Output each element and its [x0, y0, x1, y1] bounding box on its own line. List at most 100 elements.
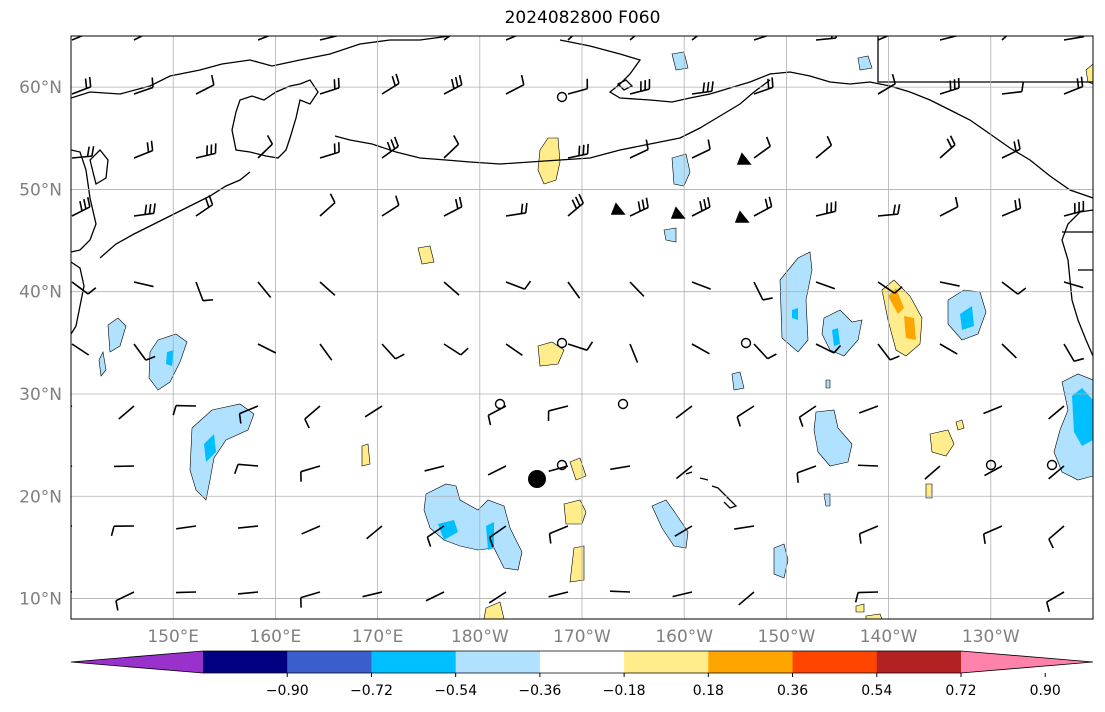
wind-barb: [629, 139, 649, 159]
wind-barb: [71, 76, 92, 95]
coastline-japan: [71, 261, 85, 335]
contour-region: [813, 409, 853, 467]
wind-barb: [939, 135, 956, 159]
lat-label: 40°N: [19, 283, 62, 303]
contour-region: [792, 308, 798, 320]
wind-barb: [71, 525, 73, 527]
coastline-hawaii: [685, 471, 738, 509]
colorbar: −0.90 −0.72 −0.54 −0.36 −0.18 0.18 0.36 0.54 0.7…: [70, 650, 1094, 699]
wind-barb: [488, 525, 507, 548]
map-title: 2024082800 F060: [504, 8, 661, 28]
wind-barb: [877, 343, 900, 361]
contour-region: [107, 317, 127, 353]
wind-barb: [672, 591, 693, 598]
wind-barb: [175, 591, 197, 594]
calm-circle: [1046, 459, 1058, 471]
wind-barb: [629, 343, 639, 363]
wind-barb: [675, 465, 693, 480]
lon-label: 170°W: [553, 627, 611, 647]
contour-region: [955, 419, 965, 431]
gridlines: [71, 36, 1093, 619]
coastline-island: [616, 79, 634, 91]
coastline-asia: [71, 36, 451, 99]
wind-barb: [983, 405, 1003, 415]
wind-barb: [939, 343, 958, 355]
contour-region: [888, 288, 904, 314]
wind-barb: [1063, 36, 1085, 41]
contour-region: [569, 545, 585, 583]
colorbar-label: −0.36: [518, 683, 561, 699]
wind-barb: [443, 196, 463, 217]
calm-circle: [617, 398, 629, 410]
wind-barb: [381, 195, 400, 217]
wind-barb: [71, 281, 97, 295]
contour-region: [563, 499, 587, 525]
lon-label: 150°W: [758, 627, 816, 647]
colorbar-segment: [876, 651, 962, 673]
wind-barb: [319, 281, 336, 296]
lon-label: 130°W: [962, 627, 1020, 647]
contour-region: [855, 603, 865, 613]
contour-region: [832, 328, 840, 346]
coastlines: [71, 36, 1093, 509]
wind-barb: [1001, 36, 1008, 41]
calm-circle: [556, 91, 568, 103]
wind-barb: [854, 591, 879, 603]
contour-region: [823, 493, 831, 507]
wind-barb-flag: [736, 152, 752, 165]
wind-barb: [319, 343, 333, 361]
contour-region: [1085, 63, 1093, 85]
wind-barb: [567, 193, 585, 217]
wind-barb: [71, 465, 73, 468]
wind-barb: [939, 196, 959, 217]
wind-barb: [629, 79, 651, 95]
wind-barb: [629, 197, 649, 217]
wind-barb: [1001, 281, 1027, 295]
storm-marker: [528, 470, 546, 488]
wind-barb: [505, 202, 528, 217]
wind-barb: [71, 343, 90, 356]
lat-label: 10°N: [19, 590, 62, 610]
wind-barb: [753, 196, 773, 217]
colorbar-outline: [70, 650, 1094, 674]
contour-region: [417, 245, 435, 265]
wind-barb: [753, 136, 771, 159]
contour-region: [423, 483, 523, 571]
wind-barb: [691, 343, 710, 355]
contour-region: [731, 371, 745, 391]
wind-barb: [505, 343, 523, 357]
contour-region: [361, 443, 371, 467]
colorbar-segment: [792, 651, 878, 673]
wind-barb: [443, 135, 460, 159]
wind-barb: [984, 465, 1003, 477]
wind-barb: [567, 78, 589, 95]
coastline-aleutians: [334, 79, 771, 165]
colorbar-label: −0.90: [266, 683, 309, 699]
colorbar-segment: [203, 651, 288, 673]
contour-region: [857, 55, 873, 71]
wind-barb: [567, 36, 574, 41]
wind-barb: [176, 525, 197, 530]
wind-barb: [257, 343, 277, 354]
wind-barb: [443, 74, 463, 95]
wind-barb: [548, 591, 569, 598]
wind-barb: [233, 463, 259, 475]
plot-frame: [70, 35, 1094, 620]
wind-barb: [547, 405, 569, 421]
colorbar-label: −0.72: [350, 683, 393, 699]
wind-barb: [610, 465, 631, 471]
wind-barb: [133, 203, 156, 217]
wind-barb: [691, 36, 699, 41]
colorbar-label: 0.54: [861, 683, 892, 699]
wind-barb: [675, 405, 693, 419]
wind-barb: [381, 136, 399, 159]
wind-barb: [1001, 198, 1022, 217]
wind-barb: [118, 405, 135, 420]
wind-barb: [1063, 281, 1084, 289]
contour-region: [929, 429, 955, 457]
wind-barb: [858, 525, 879, 544]
calm-circle: [556, 459, 568, 471]
wind-barb: [567, 143, 589, 159]
lon-label: 160°W: [655, 627, 713, 647]
